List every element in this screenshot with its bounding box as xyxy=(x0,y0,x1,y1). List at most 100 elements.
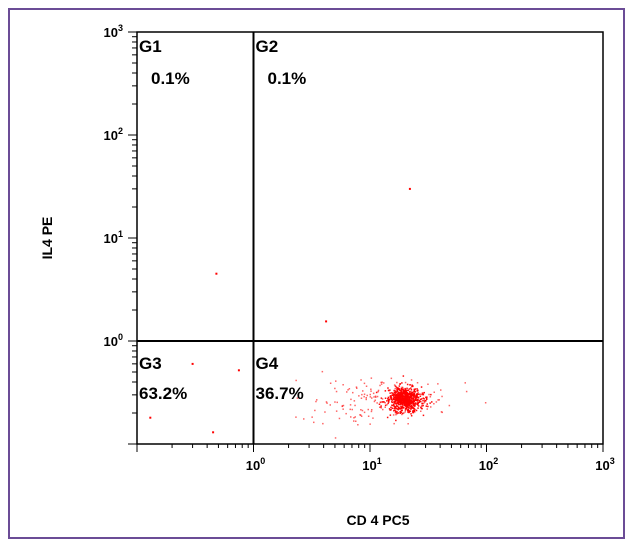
data-point xyxy=(407,417,409,419)
data-point xyxy=(387,402,389,405)
data-point xyxy=(395,394,398,397)
data-point xyxy=(398,385,401,387)
data-point xyxy=(399,391,402,393)
data-point xyxy=(410,413,412,415)
data-point xyxy=(402,386,404,389)
data-point xyxy=(399,383,401,385)
data-point xyxy=(395,386,398,388)
data-points xyxy=(149,187,487,439)
data-point xyxy=(359,414,361,416)
data-point xyxy=(405,408,408,410)
data-point xyxy=(389,389,391,391)
data-point xyxy=(410,397,413,400)
data-point xyxy=(396,389,398,391)
data-point xyxy=(423,401,426,404)
data-point xyxy=(410,405,413,407)
data-point xyxy=(410,402,412,405)
data-point xyxy=(375,396,377,398)
data-point xyxy=(413,400,415,402)
data-point xyxy=(296,397,299,399)
data-point xyxy=(388,401,390,403)
data-point xyxy=(410,379,413,381)
data-point xyxy=(397,412,400,414)
data-point xyxy=(380,397,383,399)
data-point xyxy=(365,397,367,399)
data-point xyxy=(422,397,425,399)
data-point xyxy=(410,391,412,393)
data-point xyxy=(410,389,413,391)
data-point xyxy=(363,395,365,398)
data-point xyxy=(370,377,373,379)
data-point xyxy=(413,409,416,412)
data-point xyxy=(408,394,410,396)
data-point xyxy=(395,404,398,406)
data-point xyxy=(429,402,431,404)
data-point xyxy=(342,404,345,407)
data-point xyxy=(367,415,370,417)
data-point xyxy=(371,397,373,399)
quadrant-labels: G1 0.1% G2 0.1% G3 63.2% G4 36.7% xyxy=(139,37,306,403)
data-point xyxy=(401,409,403,412)
data-point xyxy=(431,401,433,403)
data-point xyxy=(212,431,215,434)
data-point xyxy=(393,389,395,392)
data-point xyxy=(416,400,418,402)
data-point xyxy=(402,388,404,390)
data-point xyxy=(408,411,411,413)
data-point xyxy=(414,405,416,407)
data-point xyxy=(419,393,421,395)
data-point xyxy=(413,389,416,391)
data-point xyxy=(400,389,402,392)
data-point xyxy=(353,417,355,419)
data-point xyxy=(353,420,355,422)
data-point xyxy=(362,390,364,392)
data-point xyxy=(389,392,391,394)
data-point xyxy=(392,414,395,416)
data-point xyxy=(329,382,332,384)
data-point xyxy=(390,396,392,398)
data-point xyxy=(373,396,375,398)
data-point xyxy=(415,398,417,400)
data-point xyxy=(399,412,401,414)
data-point xyxy=(414,399,416,401)
data-point xyxy=(397,402,400,405)
data-point xyxy=(397,397,400,400)
data-point xyxy=(394,387,396,390)
data-point xyxy=(390,397,393,400)
data-point xyxy=(421,402,424,405)
data-point xyxy=(407,423,409,425)
data-point xyxy=(393,384,396,386)
data-point xyxy=(393,396,396,398)
tick-labels: 100 101 102 103 100 101 102 103 xyxy=(104,23,615,473)
data-point xyxy=(417,391,419,394)
data-point xyxy=(441,411,443,414)
y-tick-label: 102 xyxy=(104,126,123,143)
data-point xyxy=(398,393,401,395)
data-point xyxy=(404,387,406,390)
data-point xyxy=(397,394,399,396)
data-point xyxy=(413,393,416,396)
data-point xyxy=(407,399,409,401)
data-point xyxy=(407,409,409,412)
data-point xyxy=(440,389,442,391)
data-point xyxy=(408,390,411,393)
data-point xyxy=(314,409,316,412)
data-point xyxy=(386,400,388,402)
data-point xyxy=(369,423,371,425)
y-axis-title: IL4 PE xyxy=(39,217,55,260)
data-point xyxy=(417,404,419,406)
data-point xyxy=(397,395,399,398)
data-point xyxy=(360,397,363,399)
data-point xyxy=(398,399,400,402)
data-point xyxy=(403,412,405,414)
data-point xyxy=(403,398,406,401)
data-point xyxy=(409,397,412,399)
data-point xyxy=(408,388,411,390)
data-point xyxy=(390,399,393,401)
data-point xyxy=(347,389,349,391)
data-point xyxy=(404,390,407,392)
data-point xyxy=(413,408,416,410)
data-point xyxy=(404,400,406,402)
data-point xyxy=(422,404,424,407)
data-point xyxy=(403,402,405,404)
